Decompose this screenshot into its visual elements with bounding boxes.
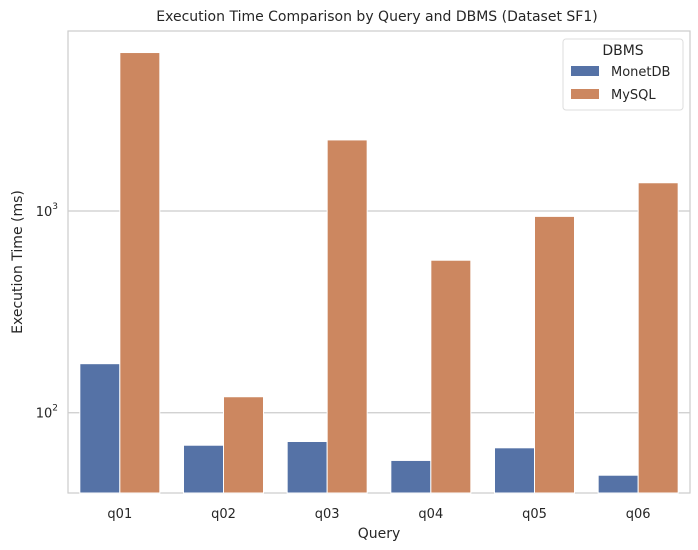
y-tick-label: 102 [36,404,58,422]
gridlines [68,210,690,414]
x-tick-label: q04 [418,507,443,522]
bar-mysql-q03 [326,139,368,494]
bar-monetdb-q01 [79,363,121,494]
bar-mysql-q06 [637,182,679,494]
y-tick-base: 10 [36,407,53,422]
bar-monetdb-q04 [390,459,432,494]
x-tick-label: q01 [107,507,132,522]
bar-mysql-q04 [430,259,472,494]
bar-monetdb-q02 [183,444,224,494]
x-tick-label: q05 [522,507,547,522]
bar-monetdb-q03 [286,441,328,494]
y-tick-label: 103 [36,202,58,220]
legend-swatch-monetdb [571,66,599,76]
chart-title: Execution Time Comparison by Query and D… [156,9,597,25]
legend-swatch-mysql [571,89,599,99]
bar-mysql-q02 [223,396,264,494]
legend-label-monetdb: MonetDB [611,65,670,80]
y-tick-base: 10 [36,205,53,220]
bar-monetdb-q06 [597,474,639,494]
bar-mysql-q05 [534,215,575,494]
y-tick-exponent: 3 [52,202,58,212]
legend-label-mysql: MySQL [611,88,656,103]
x-axis-label: Query [358,526,401,542]
legend: DBMS MonetDB MySQL [562,38,684,111]
bar-monetdb-q05 [494,447,535,494]
bars [79,52,679,494]
y-tick-exponent: 2 [52,404,58,414]
y-axis-label: Execution Time (ms) [10,190,26,334]
x-tick-label: q06 [626,507,651,522]
x-tick-label: q03 [315,507,340,522]
x-tick-label: q02 [211,507,236,522]
legend-title: DBMS [602,43,643,59]
bar-mysql-q01 [119,52,161,494]
